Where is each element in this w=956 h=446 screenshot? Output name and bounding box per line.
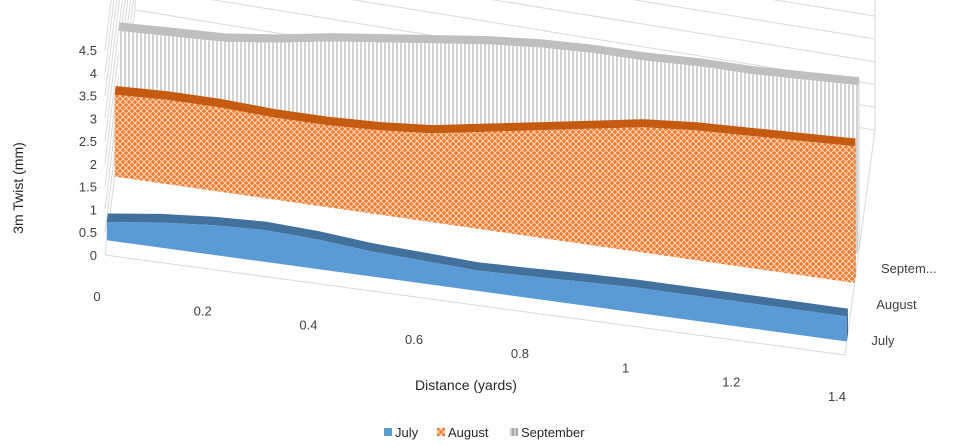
y-axis-title: 3m Twist (mm) — [10, 142, 26, 234]
y-tick-label: 3 — [90, 111, 97, 126]
legend: July August September — [384, 425, 585, 440]
area-front — [106, 222, 847, 342]
area-front — [114, 94, 855, 283]
y-tick-label: 2.5 — [79, 134, 97, 149]
depth-label: August — [876, 297, 917, 312]
floor-edge — [104, 129, 876, 356]
legend-swatch — [510, 428, 518, 436]
axis-labels: 0 0.5 1 1.5 2 2.5 3 3.5 4 4.5 0 0.2 0.4 0.6 0.8 1 1.2 1.4… — [79, 43, 937, 404]
y-tick-label: 3.5 — [79, 89, 97, 104]
x-tick-label: 0.4 — [299, 318, 317, 333]
x-axis-title: Distance (yards) — [415, 377, 517, 393]
x-tick-label: 1 — [622, 360, 629, 375]
y-tick-label: 4 — [90, 66, 97, 81]
legend-item: August — [437, 425, 489, 440]
area-side — [846, 308, 848, 342]
series-august — [114, 86, 856, 283]
area-top — [118, 22, 860, 86]
y-gridline — [104, 0, 876, 164]
area-top — [106, 213, 848, 317]
legend-swatch — [437, 428, 445, 436]
y-tick-label: 0 — [90, 248, 97, 263]
x-tick-label: 0.6 — [405, 332, 423, 347]
y-tick-label: 0.5 — [79, 225, 97, 240]
y-tick-label: 2 — [90, 157, 97, 172]
y-gridline — [104, 0, 876, 142]
y-gridline — [104, 0, 118, 96]
x-tick-label: 0.2 — [194, 303, 212, 318]
legend-label: July — [395, 425, 419, 440]
x-tick-label: 1.2 — [722, 375, 740, 390]
series-layer — [106, 22, 860, 342]
y-tick-label: 1 — [90, 202, 97, 217]
x-tick-label: 0 — [93, 289, 100, 304]
legend-item: September — [510, 425, 585, 440]
legend-item: July — [384, 425, 419, 440]
depth-label: Septem... — [881, 261, 937, 276]
x-tick-label: 0.8 — [511, 346, 529, 361]
area-side — [858, 77, 860, 254]
legend-label: September — [521, 425, 585, 440]
legend-swatch — [384, 428, 392, 436]
series-july — [106, 213, 848, 342]
legend-label: August — [448, 425, 489, 440]
y-gridline — [104, 0, 120, 119]
y-tick-label: 1.5 — [79, 180, 97, 195]
area-side — [854, 138, 856, 283]
depth-label: July — [871, 333, 895, 348]
y-tick-label: 4.5 — [79, 43, 97, 58]
x-tick-label: 1.4 — [828, 389, 846, 404]
